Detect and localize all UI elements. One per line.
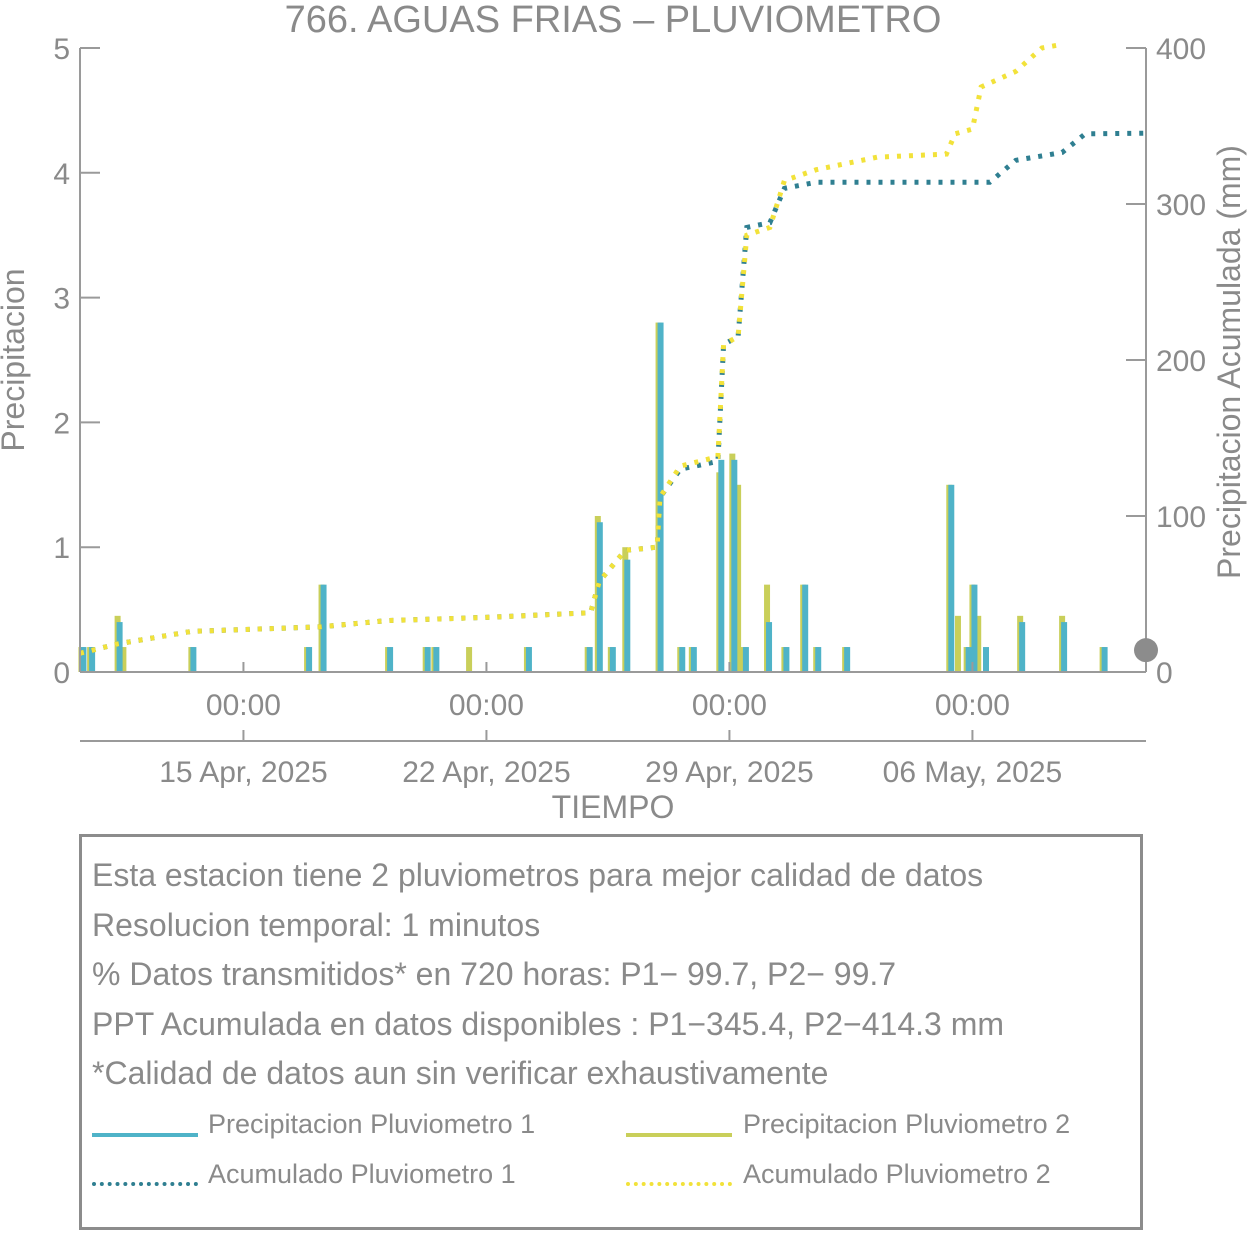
x-tick-date-1: 22 Apr, 2025 bbox=[402, 756, 571, 789]
x-tick-time-0: 00:00 bbox=[206, 689, 281, 722]
y-axis-label-right: Precipitacion Acumulada (mm) bbox=[1211, 145, 1247, 579]
x-tick-time-3: 00:00 bbox=[935, 689, 1010, 722]
x-tick-date-0: 15 Apr, 2025 bbox=[159, 756, 328, 789]
left-tick-label-3: 3 bbox=[53, 283, 70, 316]
legend-label-p1-bar: Precipitacion Pluviometro 1 bbox=[208, 1109, 536, 1139]
bar-p1-17 bbox=[718, 459, 725, 672]
right-ticks: 0 100 200 300 400 bbox=[1126, 33, 1206, 690]
bar-p1-20 bbox=[766, 622, 773, 672]
legend-swatch-p2-bar bbox=[626, 1133, 732, 1137]
legend-label-p2-bar: Precipitacion Pluviometro 2 bbox=[743, 1109, 1071, 1139]
bar-p1-7 bbox=[424, 647, 431, 672]
bar-p2-29 bbox=[954, 615, 961, 672]
bar-p1-3 bbox=[190, 647, 197, 672]
bar-p1-8 bbox=[433, 647, 440, 672]
accumulated-line-p2 bbox=[79, 42, 1060, 656]
bar-layer bbox=[78, 322, 1108, 672]
bar-p1-6 bbox=[387, 647, 394, 672]
info-line-accumulated: PPT Acumulada en datos disponibles : P1−… bbox=[92, 1006, 1004, 1042]
legend-label-acc2: Acumulado Pluviometro 2 bbox=[743, 1159, 1051, 1189]
bar-p1-27 bbox=[971, 584, 978, 672]
bar-p1-0 bbox=[80, 647, 87, 672]
bar-p1-12 bbox=[609, 647, 616, 672]
axes-layer bbox=[79, 48, 1147, 742]
bar-p1-18 bbox=[731, 459, 738, 672]
bar-p1-26 bbox=[965, 647, 972, 672]
bar-p1-22 bbox=[802, 584, 809, 672]
legend-swatch-p1-bar bbox=[92, 1133, 198, 1137]
x-tick-time-1: 00:00 bbox=[449, 689, 524, 722]
x-tick-time-2: 00:00 bbox=[692, 689, 767, 722]
bar-p2-32 bbox=[975, 615, 982, 672]
left-ticks: 0 1 2 3 4 5 bbox=[53, 33, 100, 690]
x-tick-date-3: 06 May, 2025 bbox=[883, 756, 1063, 789]
info-line-transmitted: % Datos transmitidos* en 720 horas: P1− … bbox=[92, 956, 897, 992]
bar-p1-28 bbox=[983, 647, 990, 672]
bar-p1-14 bbox=[657, 322, 664, 672]
x-tick-date-2: 29 Apr, 2025 bbox=[645, 756, 814, 789]
bar-p1-25 bbox=[948, 484, 955, 672]
x-axis-label: TIEMPO bbox=[552, 789, 675, 825]
chart-title: 766. AGUAS FRIAS – PLUVIOMETRO bbox=[285, 0, 942, 41]
legend-label-acc1: Acumulado Pluviometro 1 bbox=[208, 1159, 516, 1189]
bar-p2-10 bbox=[466, 647, 473, 672]
left-tick-label-2: 2 bbox=[53, 407, 70, 440]
info-line-stations: Esta estacion tiene 2 pluviometros para … bbox=[92, 857, 984, 893]
right-tick-label-4: 400 bbox=[1156, 33, 1206, 66]
bar-p1-5 bbox=[320, 584, 327, 672]
left-tick-label-1: 1 bbox=[53, 532, 70, 565]
bar-p1-10 bbox=[586, 647, 593, 672]
legend-swatch-acc2 bbox=[626, 1182, 732, 1186]
bar-p1-24 bbox=[844, 647, 851, 672]
end-marker bbox=[1134, 638, 1158, 663]
info-line-resolution: Resolucion temporal: 1 minutos bbox=[92, 907, 541, 943]
bar-p1-2 bbox=[116, 622, 123, 672]
info-panel: Esta estacion tiene 2 pluviometros para … bbox=[79, 834, 1143, 1230]
right-tick-label-2: 200 bbox=[1156, 345, 1206, 378]
bar-p2-3 bbox=[120, 647, 127, 672]
bar-p1-19 bbox=[742, 647, 749, 672]
bar-p1-13 bbox=[624, 559, 631, 672]
bar-p1-9 bbox=[525, 647, 532, 672]
bar-p1-15 bbox=[679, 647, 686, 672]
legend-swatch-acc1 bbox=[92, 1182, 198, 1186]
bar-p1-16 bbox=[690, 647, 697, 672]
bar-p1-21 bbox=[783, 647, 790, 672]
bar-p1-1 bbox=[89, 647, 96, 672]
right-tick-label-3: 300 bbox=[1156, 189, 1206, 222]
info-line-quality-note: *Calidad de datos aun sin verificar exha… bbox=[92, 1055, 829, 1091]
bar-p1-29 bbox=[1019, 622, 1026, 672]
accumulated-line-p1 bbox=[79, 130, 1147, 656]
rainfall-chart: 766. AGUAS FRIAS – PLUVIOMETRO 0 1 2 3 4 5 0 1… bbox=[0, 0, 1247, 825]
right-tick-label-1: 100 bbox=[1156, 501, 1206, 534]
bar-p2-21 bbox=[735, 484, 742, 672]
bar-p1-11 bbox=[596, 522, 603, 672]
bar-p1-4 bbox=[306, 647, 313, 672]
x-ticks: 00:00 15 Apr, 2025 00:00 22 Apr, 2025 00:00 2… bbox=[159, 662, 1062, 789]
right-tick-label-0: 0 bbox=[1156, 657, 1173, 690]
bar-p1-31 bbox=[1101, 647, 1108, 672]
bar-p1-23 bbox=[815, 647, 822, 672]
left-tick-label-5: 5 bbox=[53, 33, 70, 66]
bar-p1-30 bbox=[1061, 622, 1068, 672]
y-axis-label-left: Precipitacion bbox=[0, 268, 31, 451]
left-tick-label-0: 0 bbox=[53, 657, 70, 690]
accumulated-layer bbox=[79, 42, 1147, 656]
left-tick-label-4: 4 bbox=[53, 158, 70, 191]
